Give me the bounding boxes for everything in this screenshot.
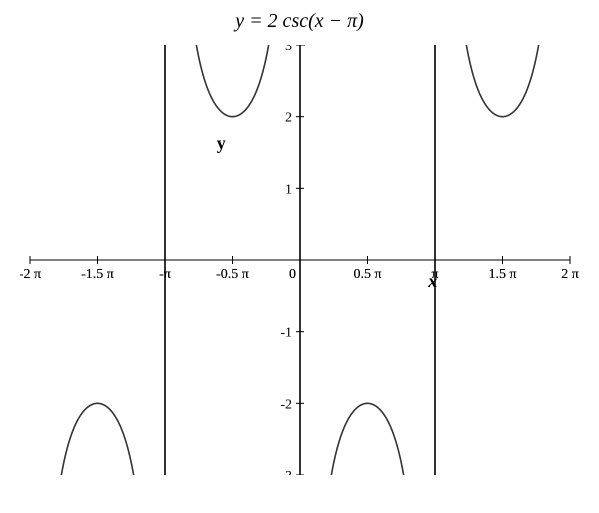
svg-text:-1.5 π: -1.5 π — [81, 267, 114, 282]
svg-text:-0.5 π: -0.5 π — [216, 267, 249, 282]
svg-text:π: π — [431, 267, 438, 282]
svg-text:1.5 π: 1.5 π — [488, 267, 516, 282]
svg-text:-2 π: -2 π — [20, 267, 41, 282]
svg-text:2 π: 2 π — [561, 267, 579, 282]
svg-text:-1: -1 — [280, 326, 292, 341]
plot-area: -2 π-1.5 π-π-0.5 π00.5 ππ1.5 π2 π-3-2-11… — [20, 40, 580, 500]
chart-title: y = 2 csc(x − π) — [0, 10, 599, 33]
svg-text:y: y — [217, 133, 226, 153]
svg-text:0: 0 — [289, 267, 296, 282]
svg-text:-2: -2 — [280, 397, 292, 412]
svg-text:1: 1 — [285, 182, 292, 197]
csc-chart: y = 2 csc(x − π) -2 π -1.5 π -π -0.5 π 0 0.5 … — [0, 0, 599, 513]
svg-text:-π: -π — [159, 267, 171, 282]
svg-text:0.5 π: 0.5 π — [353, 267, 381, 282]
svg-text:2: 2 — [285, 111, 292, 126]
